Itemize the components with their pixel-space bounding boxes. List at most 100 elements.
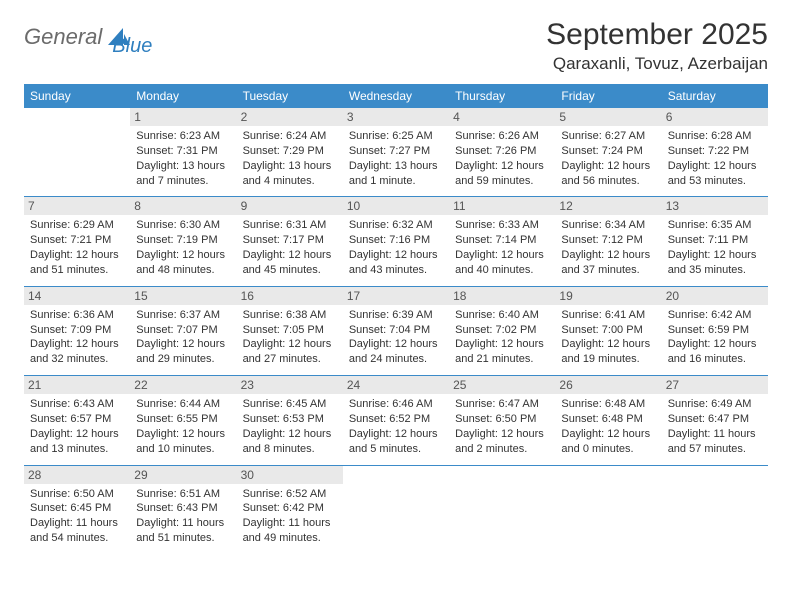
sunrise-text: Sunrise: 6:39 AM (349, 308, 443, 323)
calendar-cell: 28Sunrise: 6:50 AMSunset: 6:45 PMDayligh… (24, 465, 130, 554)
day-number: 15 (130, 287, 236, 305)
calendar-cell: 30Sunrise: 6:52 AMSunset: 6:42 PMDayligh… (237, 465, 343, 554)
sunset-text: Sunset: 7:02 PM (455, 323, 549, 338)
daylight-text: and 43 minutes. (349, 263, 443, 278)
sunset-text: Sunset: 7:07 PM (136, 323, 230, 338)
calendar-cell: 11Sunrise: 6:33 AMSunset: 7:14 PMDayligh… (449, 197, 555, 286)
daylight-text: and 54 minutes. (30, 531, 124, 546)
sunrise-text: Sunrise: 6:34 AM (561, 218, 655, 233)
sunset-text: Sunset: 6:43 PM (136, 501, 230, 516)
daylight-text: Daylight: 12 hours (136, 427, 230, 442)
calendar-cell: 6Sunrise: 6:28 AMSunset: 7:22 PMDaylight… (662, 108, 768, 197)
daylight-text: Daylight: 13 hours (349, 159, 443, 174)
calendar-cell: 15Sunrise: 6:37 AMSunset: 7:07 PMDayligh… (130, 286, 236, 375)
daylight-text: and 8 minutes. (243, 442, 337, 457)
sunrise-text: Sunrise: 6:33 AM (455, 218, 549, 233)
sunrise-text: Sunrise: 6:38 AM (243, 308, 337, 323)
day-number: 17 (343, 287, 449, 305)
day-number: 25 (449, 376, 555, 394)
calendar-cell: 16Sunrise: 6:38 AMSunset: 7:05 PMDayligh… (237, 286, 343, 375)
calendar-table: Sunday Monday Tuesday Wednesday Thursday… (24, 84, 768, 554)
calendar-cell: 13Sunrise: 6:35 AMSunset: 7:11 PMDayligh… (662, 197, 768, 286)
day-number: 16 (237, 287, 343, 305)
daylight-text: and 21 minutes. (455, 352, 549, 367)
day-number: 7 (24, 197, 130, 215)
sunset-text: Sunset: 6:47 PM (668, 412, 762, 427)
sunset-text: Sunset: 7:00 PM (561, 323, 655, 338)
daylight-text: Daylight: 13 hours (243, 159, 337, 174)
day-header: Thursday (449, 84, 555, 108)
calendar-cell: 5Sunrise: 6:27 AMSunset: 7:24 PMDaylight… (555, 108, 661, 197)
day-number: 8 (130, 197, 236, 215)
calendar-cell: 21 Sunrise: 6:43 AMSunset: 6:57 PMDayligh… (24, 376, 130, 465)
sunrise-text: Sunrise: 6:44 AM (136, 397, 230, 412)
daylight-text: Daylight: 12 hours (455, 159, 549, 174)
calendar-row: 21Sunrise: 6:43 AMSunset: 6:57 PMDayligh… (24, 376, 768, 465)
day-number: 10 (343, 197, 449, 215)
sunrise-text: Sunrise: 6:31 AM (243, 218, 337, 233)
sunset-text: Sunset: 7:12 PM (561, 233, 655, 248)
sunrise-text: Sunrise: 6:46 AM (349, 397, 443, 412)
calendar-cell: . (449, 465, 555, 554)
daylight-text: Daylight: 12 hours (561, 427, 655, 442)
sunset-text: Sunset: 7:22 PM (668, 144, 762, 159)
calendar-cell: 23Sunrise: 6:45 AMSunset: 6:53 PMDayligh… (237, 376, 343, 465)
sunrise-text: Sunrise: 6:36 AM (30, 308, 124, 323)
calendar-cell: 19Sunrise: 6:41 AMSunset: 7:00 PMDayligh… (555, 286, 661, 375)
sunset-text: Sunset: 7:24 PM (561, 144, 655, 159)
logo: General Blue (24, 18, 152, 56)
sunrise-text: Sunrise: 6:43 AM (30, 397, 124, 412)
calendar-row: 14Sunrise: 6:36 AMSunset: 7:09 PMDayligh… (24, 286, 768, 375)
sunrise-text: Sunrise: 6:24 AM (243, 129, 337, 144)
day-number: 27 (662, 376, 768, 394)
calendar-cell: 10Sunrise: 6:32 AMSunset: 7:16 PMDayligh… (343, 197, 449, 286)
calendar-cell: 27 Sunrise: 6:49 AMSunset: 6:47 PMDayligh… (662, 376, 768, 465)
daylight-text: and 24 minutes. (349, 352, 443, 367)
day-number: 4 (449, 108, 555, 126)
day-number: 13 (662, 197, 768, 215)
calendar-cell: 2Sunrise: 6:24 AMSunset: 7:29 PMDaylight… (237, 108, 343, 197)
daylight-text: Daylight: 12 hours (455, 337, 549, 352)
sunrise-text: Sunrise: 6:49 AM (668, 397, 762, 412)
calendar-row: 28Sunrise: 6:50 AMSunset: 6:45 PMDayligh… (24, 465, 768, 554)
sunrise-text: Sunrise: 6:50 AM (30, 487, 124, 502)
sunrise-text: Sunrise: 6:35 AM (668, 218, 762, 233)
sunset-text: Sunset: 6:59 PM (668, 323, 762, 338)
calendar-cell: 8Sunrise: 6:30 AMSunset: 7:19 PMDaylight… (130, 197, 236, 286)
day-number: 21 (24, 376, 130, 394)
sunset-text: Sunset: 6:57 PM (30, 412, 124, 427)
day-number: 14 (24, 287, 130, 305)
calendar-cell: . (555, 465, 661, 554)
sunset-text: Sunset: 7:04 PM (349, 323, 443, 338)
sunset-text: Sunset: 7:05 PM (243, 323, 337, 338)
sunset-text: Sunset: 6:45 PM (30, 501, 124, 516)
title-block: September 2025 Qaraxanli, Tovuz, Azerbai… (546, 18, 768, 74)
calendar-cell: 29Sunrise: 6:51 AMSunset: 6:43 PMDayligh… (130, 465, 236, 554)
header: General Blue September 2025 Qaraxanli, T… (24, 18, 768, 74)
sunset-text: Sunset: 6:52 PM (349, 412, 443, 427)
calendar-cell: . (24, 108, 130, 197)
day-header: Monday (130, 84, 236, 108)
day-number: 26 (555, 376, 661, 394)
daylight-text: Daylight: 12 hours (30, 427, 124, 442)
day-number: 22 (130, 376, 236, 394)
daylight-text: Daylight: 12 hours (243, 427, 337, 442)
sunrise-text: Sunrise: 6:40 AM (455, 308, 549, 323)
day-header: Saturday (662, 84, 768, 108)
sunset-text: Sunset: 7:14 PM (455, 233, 549, 248)
calendar-cell: 25Sunrise: 6:47 AMSunset: 6:50 PMDayligh… (449, 376, 555, 465)
calendar-row: 7Sunrise: 6:29 AMSunset: 7:21 PMDaylight… (24, 197, 768, 286)
sunset-text: Sunset: 7:27 PM (349, 144, 443, 159)
day-header: Wednesday (343, 84, 449, 108)
day-number: 24 (343, 376, 449, 394)
daylight-text: and 0 minutes. (561, 442, 655, 457)
daylight-text: and 37 minutes. (561, 263, 655, 278)
daylight-text: Daylight: 11 hours (243, 516, 337, 531)
daylight-text: Daylight: 11 hours (668, 427, 762, 442)
day-header: Friday (555, 84, 661, 108)
daylight-text: Daylight: 12 hours (136, 337, 230, 352)
day-number: 6 (662, 108, 768, 126)
sunrise-text: Sunrise: 6:41 AM (561, 308, 655, 323)
sunset-text: Sunset: 7:21 PM (30, 233, 124, 248)
logo-word2: Blue (112, 36, 152, 56)
